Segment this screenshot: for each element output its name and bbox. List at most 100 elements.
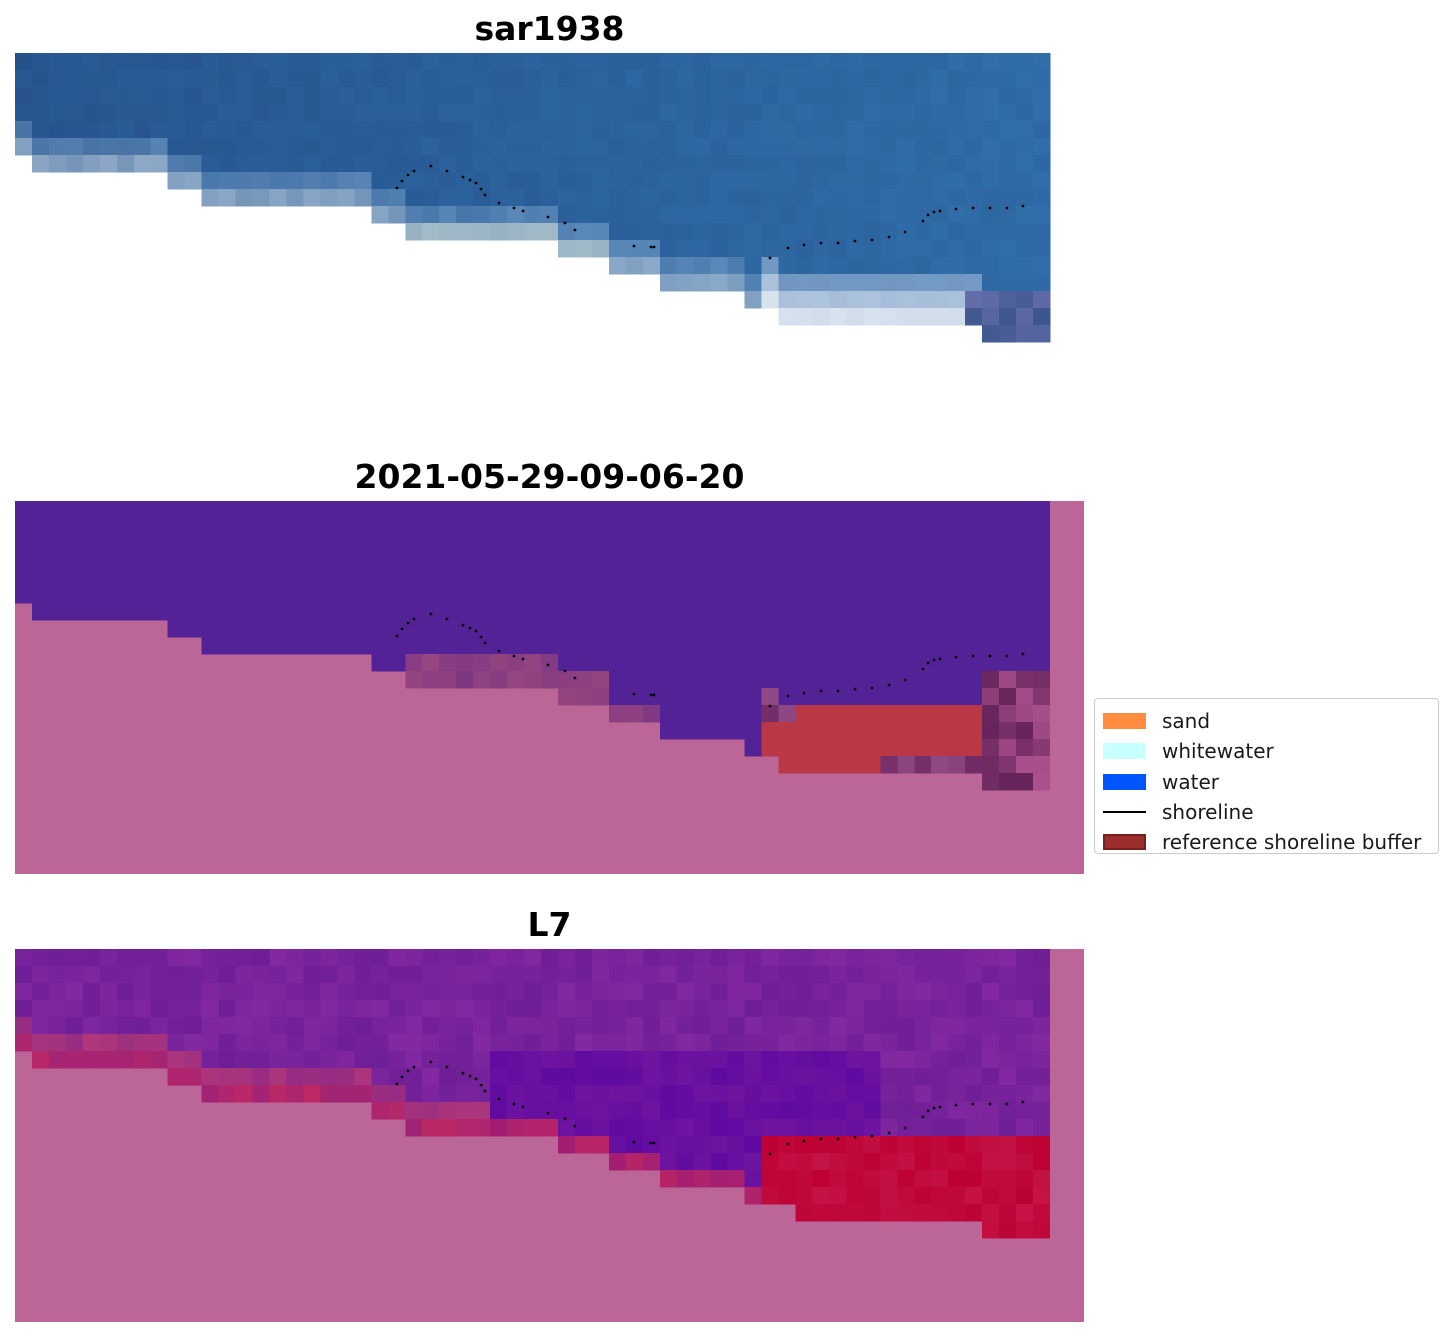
pixel [15,138,33,156]
pixel [659,518,678,536]
pixel [456,654,474,672]
pixel [133,104,152,122]
pixel [65,983,84,1001]
pixel [710,654,729,672]
pixel [982,722,1000,740]
pixel [507,1119,525,1137]
pixel [574,966,593,984]
pixel [422,223,440,241]
pixel [286,1051,305,1069]
pixel [591,983,610,1001]
pixel [846,637,864,655]
pixel [405,1034,423,1052]
pixel [524,70,542,88]
pixel [608,1136,627,1154]
pixel [422,1017,440,1035]
pixel [931,654,949,672]
pixel [829,569,847,587]
shoreline-point [406,1069,410,1073]
pixel [371,535,389,553]
pixel [354,620,372,638]
pixel [727,501,746,519]
pixel [473,104,491,122]
pixel [744,1119,763,1137]
pixel [201,637,220,655]
pixel [778,189,797,207]
pixel [659,1102,678,1120]
shoreline-point [836,241,840,245]
pixel [897,949,915,967]
pixel [965,223,983,241]
pixel [65,552,84,570]
pixel [676,223,695,241]
pixel [914,603,932,621]
pixel [201,501,220,519]
shoreline-point [563,1117,567,1121]
pixel [846,1000,864,1018]
pixel [354,1034,372,1052]
pixel [642,1017,661,1035]
pixel [744,1017,763,1035]
pixel [863,257,881,275]
shoreline-point [406,621,410,625]
pixel [931,1153,949,1171]
pixel [795,1085,814,1103]
pixel [744,949,763,967]
pixel [948,949,966,967]
shoreline-point [926,213,930,217]
pixel [150,87,169,105]
pixel [422,138,440,156]
pixel [405,654,423,672]
pixel [795,1068,814,1086]
shoreline-point [926,1109,930,1113]
pixel [812,1136,831,1154]
pixel [914,138,932,156]
pixel [999,654,1017,672]
pixel [507,603,525,621]
pixel [354,1068,372,1086]
pixel [744,1136,763,1154]
pixel [829,1153,847,1171]
pixel [303,552,322,570]
pixel [829,1204,847,1222]
pixel [82,501,101,519]
pixel [422,53,440,71]
pixel [608,705,627,723]
pixel [303,87,322,105]
shoreline-point [836,689,840,693]
shoreline-point [971,206,975,210]
pixel [965,501,983,519]
pixel [540,1051,559,1069]
pixel [880,206,898,224]
pixel [829,223,847,241]
pixel [1016,552,1034,570]
pixel [812,518,831,536]
pixel [812,1153,831,1171]
shoreline-point [395,186,399,190]
pixel [591,966,610,984]
pixel [116,586,135,604]
pixel [405,206,423,224]
pixel [693,518,712,536]
pixel [269,603,288,621]
pixel [982,586,1000,604]
pixel [999,586,1017,604]
pixel [642,586,661,604]
pixel [778,1068,797,1086]
pixel [710,705,729,723]
pixel [540,654,559,672]
pixel [286,949,305,967]
shoreline-point [921,219,925,223]
pixel [201,70,220,88]
pixel [167,518,186,536]
pixel [608,501,627,519]
pixel [982,966,1000,984]
pixel [659,552,678,570]
pixel [354,155,372,173]
pixel [778,1000,797,1018]
pixel [507,949,525,967]
pixel [422,1068,440,1086]
pixel [1033,518,1051,536]
pixel [982,1034,1000,1052]
pixel [914,671,932,689]
